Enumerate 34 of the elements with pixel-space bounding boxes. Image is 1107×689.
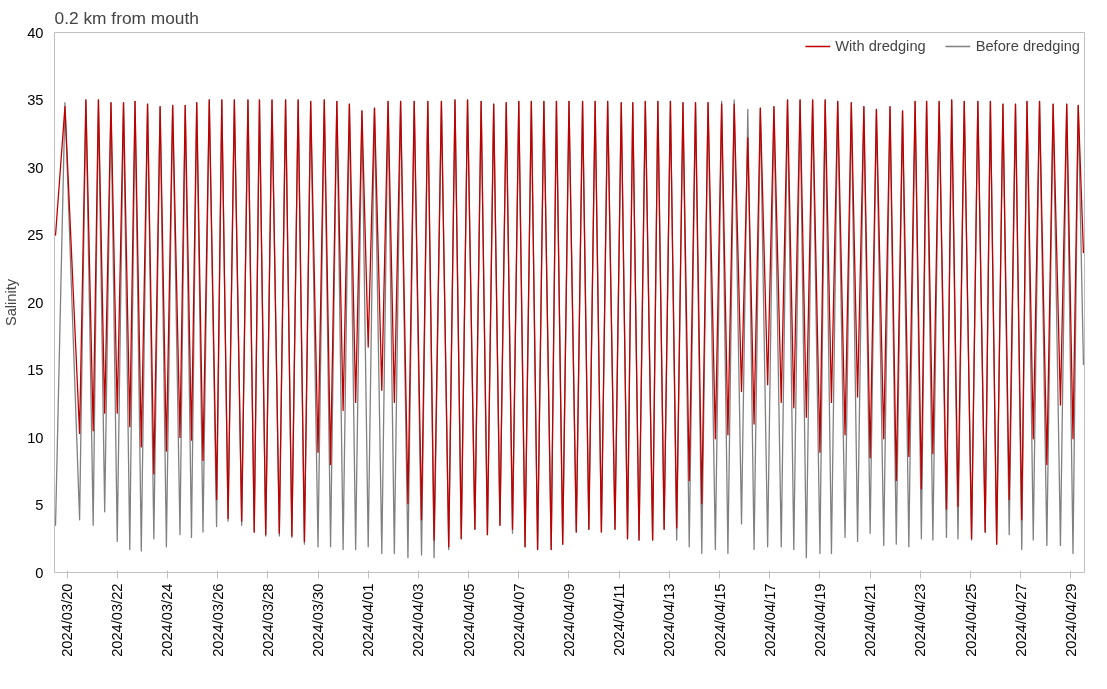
x-tick-label: 2024/04/03 — [410, 583, 427, 657]
y-tick-label: 10 — [27, 429, 44, 446]
y-tick-label: 5 — [35, 497, 44, 513]
x-tick-label: 2024/04/13 — [661, 583, 678, 657]
legend-label: Before dredging — [975, 38, 1080, 54]
y-tick-label: 25 — [27, 227, 44, 243]
x-tick-label: 2024/04/17 — [761, 583, 778, 657]
x-tick-label: 2024/04/23 — [912, 583, 929, 657]
x-tick-label: 2024/03/26 — [209, 583, 226, 657]
x-tick-label: 2024/04/01 — [360, 583, 377, 657]
x-tick-label: 2024/03/22 — [109, 583, 126, 657]
y-axis-title: Salinity — [3, 278, 20, 327]
x-tick-label: 2024/04/21 — [862, 583, 879, 657]
x-tick-label: 2024/03/28 — [259, 583, 276, 657]
chart-title: 0.2 km from mouth — [54, 7, 199, 28]
x-tick-label: 2024/04/11 — [611, 583, 628, 656]
x-tick-label: 2024/04/15 — [711, 583, 728, 657]
x-tick-label: 2024/03/30 — [310, 583, 327, 657]
y-tick-label: 30 — [27, 159, 44, 176]
x-tick-label: 2024/03/20 — [59, 583, 76, 657]
x-tick-label: 2024/03/24 — [159, 583, 176, 657]
x-tick-label: 2024/04/07 — [510, 583, 527, 657]
x-tick-label: 2024/04/29 — [1062, 583, 1079, 657]
legend-label: With dredging — [835, 38, 926, 54]
x-tick-label: 2024/04/09 — [560, 583, 577, 657]
y-tick-label: 15 — [27, 362, 44, 378]
y-tick-label: 40 — [27, 24, 44, 41]
y-tick-label: 0 — [35, 564, 44, 581]
x-tick-label: 2024/04/19 — [811, 583, 828, 657]
y-tick-label: 35 — [27, 92, 44, 108]
x-tick-label: 2024/04/27 — [1012, 583, 1029, 657]
x-tick-label: 2024/04/25 — [962, 583, 979, 657]
x-tick-label: 2024/04/05 — [460, 583, 477, 657]
y-tick-label: 20 — [27, 294, 44, 311]
